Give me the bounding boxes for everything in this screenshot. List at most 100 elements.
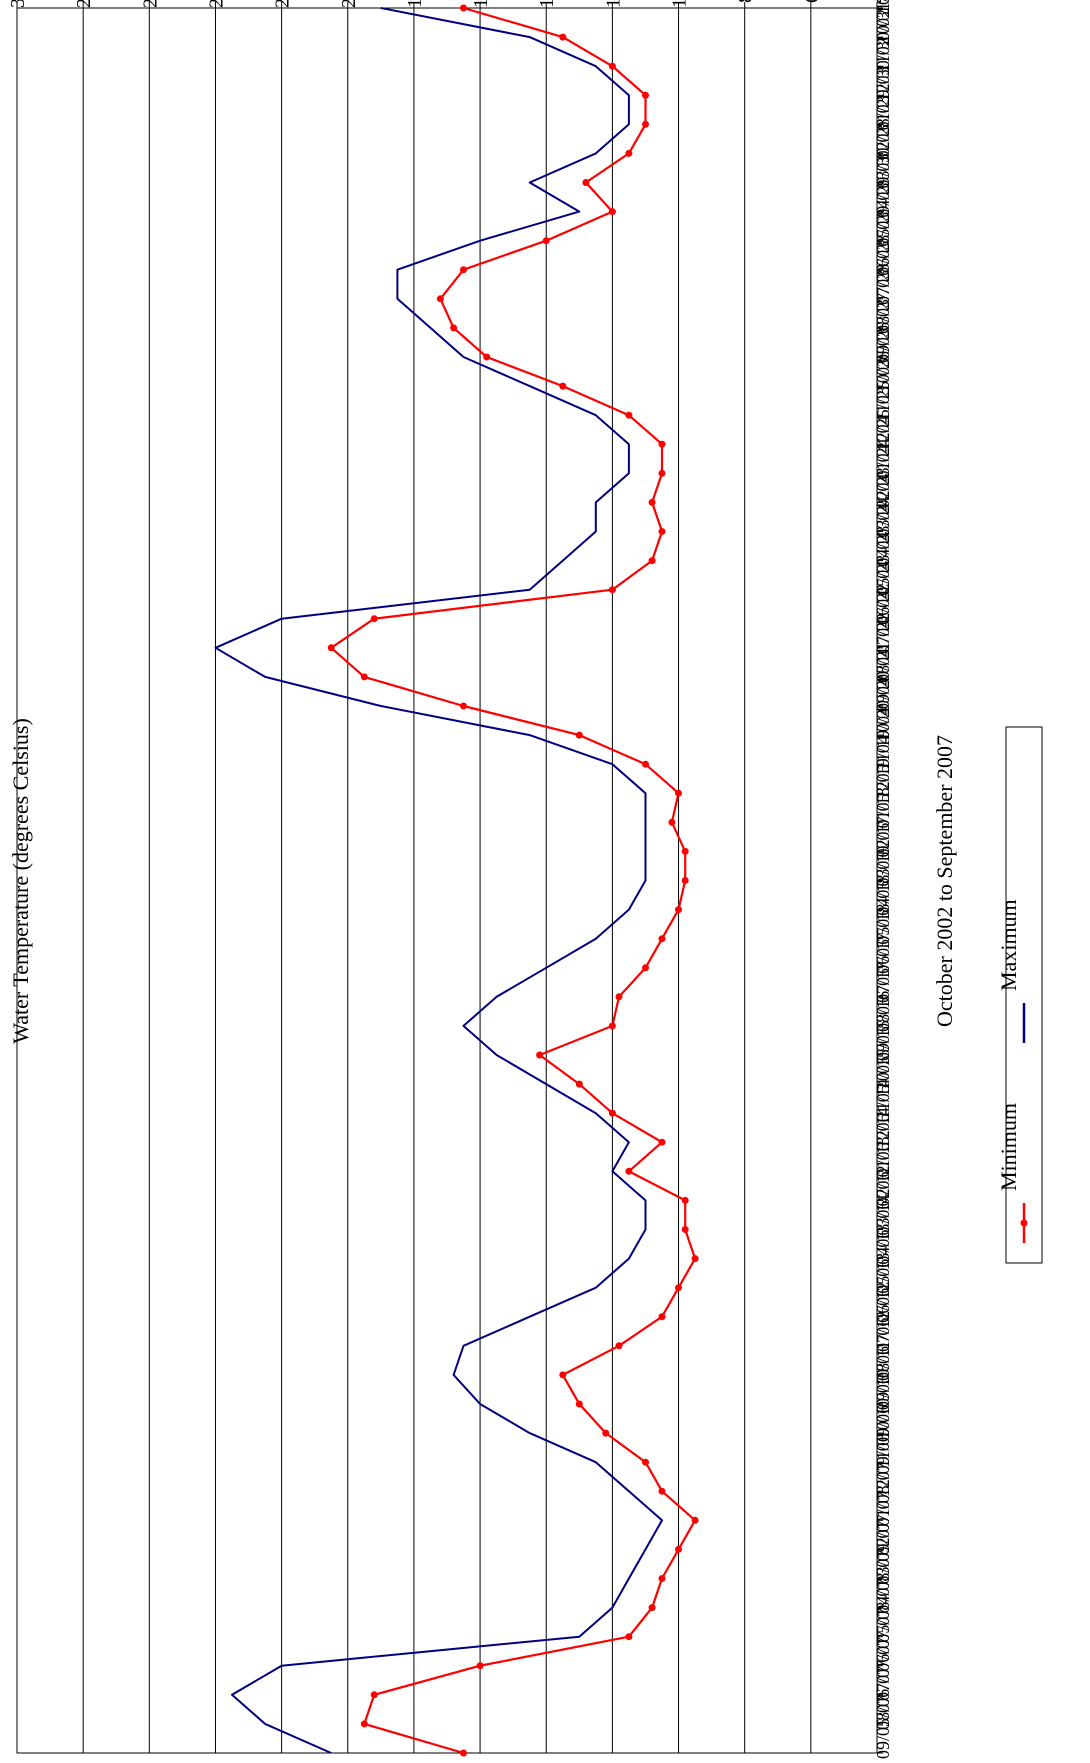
y-tick-label-16: 16 <box>470 0 492 8</box>
x-tick-label: 07/17/05 <box>873 939 893 1003</box>
x-tick-label: 03/19/05 <box>873 822 893 886</box>
series-minimum-point <box>658 440 666 448</box>
y-tick-label-12: 12 <box>602 0 624 8</box>
series-minimum-point <box>648 557 656 565</box>
series-minimum-point <box>460 702 467 710</box>
series-minimum-point <box>625 1167 633 1175</box>
x-tick-label: 06/17/05 <box>873 910 893 974</box>
y-tick-label-26: 26 <box>139 0 161 8</box>
x-tick-label: 11/19/04 <box>873 707 893 770</box>
series-minimum-point <box>450 324 458 332</box>
x-tick-label: 04/13/06 <box>873 1201 893 1265</box>
x-tick-label: 11/30/02 <box>873 9 893 72</box>
y-tick-label-20: 20 <box>338 0 360 8</box>
series-minimum-point <box>608 1109 616 1117</box>
series-minimum-point <box>542 237 550 245</box>
y-tick-label-4: 4 <box>867 0 889 3</box>
series-minimum-point <box>559 1371 567 1379</box>
series-minimum-point <box>625 411 633 419</box>
legend-minimum-label: Minimum <box>996 1103 1021 1191</box>
x-tick-label: 03/14/06 <box>873 1171 893 1235</box>
series-minimum-point <box>559 382 567 390</box>
series-minimum-point <box>658 469 666 477</box>
x-tick-label: 07/12/06 <box>873 1288 893 1352</box>
x-tick-label: 10/20/04 <box>873 677 893 741</box>
x-tick-label: 01/13/06 <box>873 1113 893 1177</box>
series-minimum-point <box>675 1284 682 1292</box>
series-minimum-point <box>615 993 623 1001</box>
y-tick-label-8: 8 <box>735 0 757 3</box>
series-minimum-point <box>648 498 656 506</box>
axis-layer: 4 6 8 10 12 14 16 18 20 22 24 26 28 30 10/01/0210/31/0… <box>7 0 893 1759</box>
x-tick-label: 05/08/07 <box>873 1579 893 1643</box>
series-minimum-point <box>476 1662 484 1670</box>
series-minimum-point <box>436 295 444 303</box>
y-tick-label-22: 22 <box>272 0 294 8</box>
series-minimum-point <box>582 179 590 186</box>
x-tick-label: 08/21/04 <box>873 619 893 683</box>
x-tick-label: 04/08/07 <box>873 1550 893 1614</box>
series-minimum-point <box>642 964 649 972</box>
series-minimum-point <box>681 847 689 855</box>
x-tick-label: 11/09/06 <box>873 1405 893 1468</box>
x-tick-label: 06/07/07 <box>873 1608 893 1672</box>
grid-layer <box>16 7 878 1754</box>
x-tick-label: 01/18/05 <box>873 764 893 828</box>
x-tick-label: 12/19/04 <box>873 735 893 799</box>
series-minimum-point <box>675 906 682 914</box>
x-tick-label: 10/10/06 <box>873 1375 893 1439</box>
x-tick-label: 09/05/07 <box>873 1695 893 1759</box>
x-tick-label: 07/22/04 <box>873 590 893 654</box>
series-minimum-point <box>658 528 666 535</box>
series-minimum-point <box>575 1080 583 1088</box>
series-minimum-point <box>575 731 583 739</box>
series-minimum-point <box>675 1545 682 1553</box>
x-tick-label: 08/11/06 <box>873 1318 893 1381</box>
series-minimum-point <box>681 877 689 884</box>
series-minimum-point <box>648 1604 656 1612</box>
series-minimum-point <box>608 208 616 216</box>
y-tick-label-10: 10 <box>669 0 691 8</box>
y-axis-label: Water Temperature (degrees Celsius) <box>8 718 33 1044</box>
y-tick-label-30: 30 <box>7 0 29 8</box>
x-tick-label: 10/15/05 <box>873 1026 893 1090</box>
legend: Minimum Maximum <box>996 726 1043 1264</box>
plot-frame <box>16 7 878 1754</box>
x-tick-label: 05/23/04 <box>873 532 893 596</box>
x-tick-label: 09/26/03 <box>873 299 893 363</box>
x-tick-label: 05/18/05 <box>873 881 893 945</box>
series-minimum-point <box>608 1022 616 1030</box>
y-tick-label-28: 28 <box>73 0 95 8</box>
x-tick-label: 11/14/05 <box>873 1056 893 1119</box>
x-tick-label: 12/25/03 <box>873 386 893 450</box>
series-minimum-point <box>668 818 676 826</box>
series-minimum-point <box>575 1400 583 1408</box>
series-minimum-point <box>642 760 649 768</box>
x-tick-label: 08/16/05 <box>873 968 893 1032</box>
x-tick-label: 02/28/03 <box>873 95 893 159</box>
series-maximum-line <box>214 7 663 1754</box>
series-minimum-point <box>675 789 682 797</box>
series-minimum-point <box>681 1226 689 1233</box>
x-tick-label: 06/28/03 <box>873 212 893 276</box>
series-minimum-point <box>370 1691 378 1699</box>
series-minimum-line <box>330 6 697 1755</box>
x-tick-label: 04/23/04 <box>873 503 893 567</box>
series-minimum-point <box>642 1458 649 1466</box>
x-tick-label: 10/26/03 <box>873 328 893 392</box>
series-minimum-point <box>608 62 616 70</box>
x-tick-label: 10/31/02 <box>873 0 893 43</box>
x-tick-label: 02/17/05 <box>873 793 893 857</box>
x-tick-label: 03/24/04 <box>873 473 893 537</box>
legend-minimum-marker <box>1020 1219 1028 1227</box>
x-tick-label: 08/27/03 <box>873 270 893 334</box>
series-minimum-point <box>602 1429 610 1437</box>
x-tick-label: 04/18/05 <box>873 852 893 916</box>
x-tick-label: 07/07/07 <box>873 1637 893 1701</box>
series-minimum-point <box>681 1196 689 1204</box>
legend-box <box>1005 726 1043 1264</box>
series-minimum-point <box>360 1720 368 1728</box>
series-minimum-point <box>658 1575 666 1582</box>
